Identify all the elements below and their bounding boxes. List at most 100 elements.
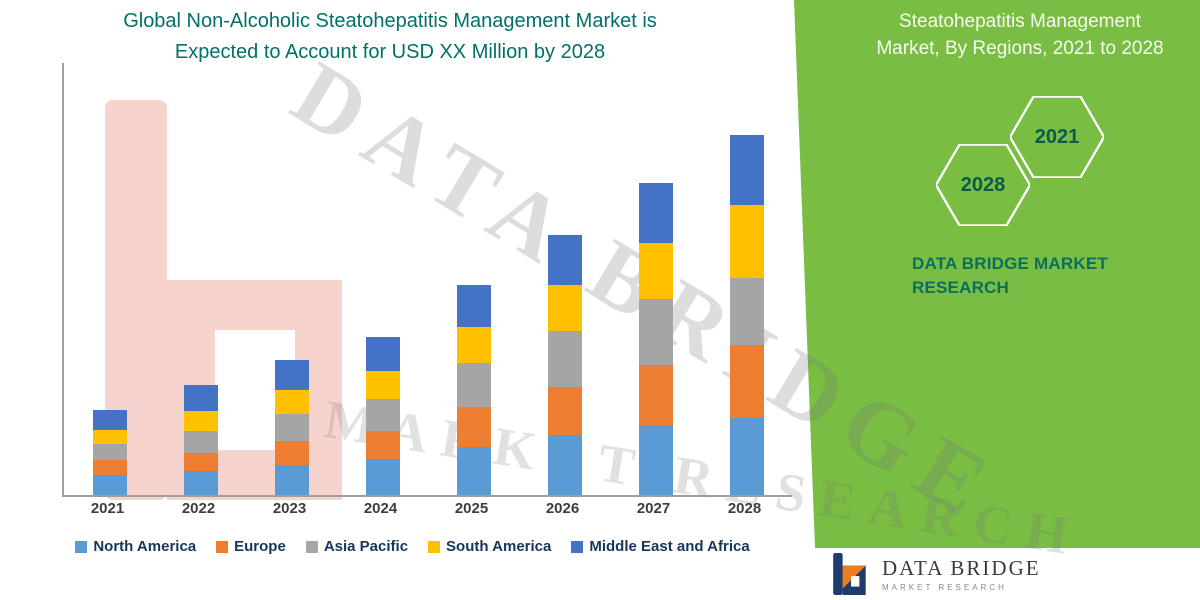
bar-cell (246, 63, 337, 495)
bar-segment-2021 (92, 444, 127, 460)
bar-segment-2027 (638, 183, 673, 243)
legend-swatch (75, 540, 88, 553)
bar-segment-2026 (547, 387, 582, 435)
chart-title-line1: Global Non-Alcoholic Steatohepatitis Man… (123, 10, 657, 32)
panel-brand-line1: DATA BRIDGE MARKET (912, 254, 1108, 273)
bar-segment-2026 (547, 235, 582, 285)
bar-segment-2026 (547, 285, 582, 331)
logo-name: DATA BRIDGE (882, 556, 1041, 580)
bar-segment-2022 (183, 385, 218, 411)
bar-segment-2024 (365, 337, 400, 371)
x-axis-label: 2028 (727, 500, 762, 517)
legend-label: North America (93, 538, 197, 555)
legend-item: Europe (216, 538, 286, 555)
bar-segment-2022 (183, 471, 218, 495)
bar-segment-2025 (456, 327, 491, 363)
legend-item: North America (75, 538, 196, 555)
stacked-bar-2027 (638, 183, 673, 495)
stacked-bar-2025 (456, 285, 491, 495)
bar-segment-2024 (365, 431, 400, 459)
bar-segment-2026 (547, 435, 582, 495)
bar-segment-2027 (638, 365, 673, 425)
panel-title-line1: Steatohepatitis Management (899, 11, 1141, 32)
stacked-bar-2022 (183, 385, 218, 495)
stacked-bar-2023 (274, 360, 309, 495)
hexagon-2021-label: 2021 (1034, 125, 1080, 148)
hexagon-outline-icon (1010, 96, 1104, 178)
legend-swatch (428, 540, 441, 553)
x-axis-label: 2026 (545, 500, 580, 517)
bar-segment-2021 (92, 430, 127, 444)
data-bridge-logo: DATA BRIDGE MARKET RESEARCH (830, 552, 1041, 596)
legend-item: South America (428, 538, 551, 555)
bar-segment-2024 (365, 371, 400, 399)
legend-label: Middle East and Africa (589, 538, 750, 555)
bar-segment-2023 (274, 465, 309, 495)
hexagon-2028-label: 2028 (960, 173, 1006, 196)
bar-segment-2027 (638, 425, 673, 495)
hexagon-outline-icon (936, 144, 1030, 226)
panel-title-line2: Market, By Regions, 2021 to 2028 (876, 38, 1164, 59)
chart-title: Global Non-Alcoholic Steatohepatitis Man… (55, 6, 725, 68)
bar-segment-2023 (274, 414, 309, 441)
bar-segment-2021 (92, 410, 127, 430)
hexagon-2028: 2028 (936, 144, 1030, 226)
bar-segment-2023 (274, 441, 309, 465)
legend-item: Middle East and Africa (571, 538, 750, 555)
x-axis-label: 2022 (181, 500, 216, 517)
bar-segment-2022 (183, 453, 218, 471)
stacked-bar-2024 (365, 337, 400, 495)
stacked-bar-2026 (547, 235, 582, 495)
bar-segment-2024 (365, 399, 400, 431)
x-axis-label: 2023 (272, 500, 307, 517)
x-axis-label: 2025 (454, 500, 489, 517)
bar-segment-2026 (547, 331, 582, 387)
bar-cell (64, 63, 155, 495)
bar-segment-2025 (456, 407, 491, 447)
panel-brand-text: DATA BRIDGE MARKET RESEARCH (912, 252, 1108, 300)
bar-segment-2023 (274, 390, 309, 414)
bar-segment-2025 (456, 285, 491, 327)
bar-segment-2028 (729, 278, 764, 345)
bar-segment-2028 (729, 418, 764, 495)
legend-swatch (216, 540, 229, 553)
chart-title-line2: Expected to Account for USD XX Million b… (174, 41, 606, 63)
bar-segment-2027 (638, 299, 673, 365)
bar-cell (701, 63, 792, 495)
panel-title: Steatohepatitis Management Market, By Re… (850, 8, 1190, 62)
legend-item: Asia Pacific (305, 538, 409, 555)
bar-chart-plot (62, 63, 792, 497)
x-axis-label: 2021 (90, 500, 125, 517)
bar-segment-2024 (365, 459, 400, 495)
bar-segment-2022 (183, 431, 218, 453)
bar-segment-2025 (456, 447, 491, 495)
bar-cell (519, 63, 610, 495)
bar-segment-2021 (92, 475, 127, 495)
legend-label: Asia Pacific (323, 538, 409, 555)
chart-legend: North America Europe Asia Pacific South Ame… (25, 538, 800, 555)
bar-segment-2027 (638, 243, 673, 299)
bar-segment-2025 (456, 363, 491, 407)
bar-cell (337, 63, 428, 495)
x-axis-label: 2027 (636, 500, 671, 517)
legend-label: Europe (234, 538, 286, 555)
bar-segment-2028 (729, 205, 764, 278)
bar-cell (155, 63, 246, 495)
bar-segment-2028 (729, 345, 764, 418)
legend-swatch (305, 540, 318, 553)
data-bridge-logo-icon (833, 553, 866, 595)
bar-segment-2023 (274, 360, 309, 390)
stacked-bar-2028 (729, 135, 764, 495)
legend-label: South America (446, 538, 552, 555)
legend-swatch (571, 540, 584, 553)
bar-cell (428, 63, 519, 495)
bar-segment-2028 (729, 135, 764, 205)
logo-wordmark: DATA BRIDGE MARKET RESEARCH (882, 556, 1041, 592)
x-axis-labels: 2021 2022 2023 2024 2025 2026 2027 2028 (62, 500, 790, 517)
bar-segment-2021 (92, 460, 127, 475)
bar-segment-2022 (183, 411, 218, 431)
logo-tagline: MARKET RESEARCH (882, 583, 1007, 592)
x-axis-label: 2024 (363, 500, 398, 517)
